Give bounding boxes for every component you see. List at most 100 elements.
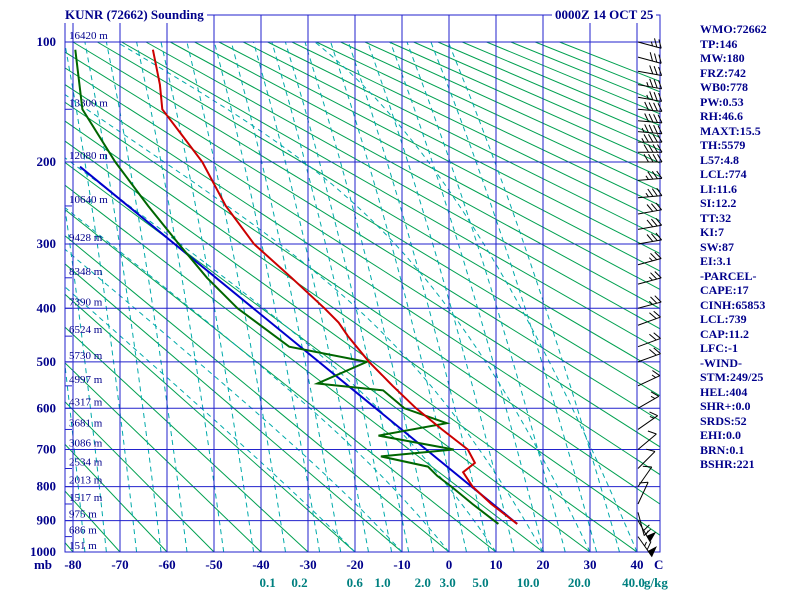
height-label: 151 m bbox=[69, 540, 97, 552]
wind-barb bbox=[637, 448, 656, 469]
wind-barb bbox=[637, 187, 663, 199]
height-label: 4317 m bbox=[69, 396, 103, 408]
pressure-tick-label: 900 bbox=[37, 513, 57, 528]
mixing-ratio-line bbox=[271, 41, 393, 552]
index-value: LI:11.6 bbox=[700, 181, 738, 196]
dewpoint-curve bbox=[74, 49, 500, 525]
dry-adiabat-line bbox=[65, 208, 497, 552]
dry-adiabat-line bbox=[65, 101, 660, 505]
index-value: EHI:0.0 bbox=[700, 428, 742, 442]
wind-barb bbox=[637, 232, 662, 245]
pressure-tick-label: 1000 bbox=[30, 544, 56, 559]
index-value: RH:46.6 bbox=[700, 109, 743, 123]
temp-tick-label: 40 bbox=[631, 557, 644, 572]
dry-adiabat-line bbox=[65, 140, 638, 552]
moist-adiabat-line bbox=[65, 93, 544, 552]
mixing-ratio-label: 20.0 bbox=[568, 575, 591, 590]
height-label: 3086 m bbox=[69, 437, 103, 449]
index-value: PW:0.53 bbox=[700, 94, 744, 109]
dry-adiabat-line bbox=[145, 41, 660, 330]
dry-adiabat-line bbox=[267, 41, 660, 238]
dry-adiabat-line bbox=[65, 161, 591, 552]
dry-adiabat-line bbox=[65, 120, 660, 536]
temp-tick-label: 10 bbox=[490, 557, 503, 572]
wind-barb bbox=[637, 347, 661, 363]
index-value: -WIND- bbox=[700, 355, 742, 370]
dry-adiabat-line bbox=[65, 263, 403, 552]
index-value: KI:7 bbox=[700, 225, 724, 239]
height-label: 2013 m bbox=[69, 475, 103, 487]
mixing-ratio-label: 3.0 bbox=[439, 575, 455, 590]
wind-barb bbox=[637, 391, 660, 409]
height-label: 2534 m bbox=[69, 456, 103, 468]
height-label: 16420 m bbox=[69, 30, 108, 42]
dry-adiabat-line bbox=[65, 184, 544, 552]
index-value: LFC:-1 bbox=[700, 341, 738, 355]
mixing-ratio-label: 1.0 bbox=[374, 575, 390, 590]
dry-adiabat-line bbox=[65, 84, 660, 476]
wind-barb bbox=[637, 91, 663, 102]
index-value: STM:249/25 bbox=[700, 370, 764, 384]
height-label: 5730 m bbox=[69, 350, 103, 362]
temp-tick-label: -70 bbox=[111, 557, 128, 572]
profile-layer bbox=[74, 49, 518, 525]
temp-tick-label: 0 bbox=[446, 557, 453, 572]
index-value: CAPE:17 bbox=[700, 283, 749, 297]
chart-datetime: 0000Z 14 OCT 25 bbox=[552, 7, 657, 23]
mixing-ratio-line bbox=[105, 41, 188, 552]
mixing-ratio-line bbox=[330, 41, 467, 552]
wind-barb bbox=[637, 124, 663, 135]
wind-barb bbox=[637, 430, 657, 450]
mixing-ratio-line bbox=[347, 41, 490, 552]
height-label: 686 m bbox=[69, 525, 97, 537]
dry-adiabat-line bbox=[389, 41, 660, 164]
mixing-ratio-line bbox=[84, 41, 162, 552]
index-value: LCL:774 bbox=[700, 167, 747, 181]
wind-barb bbox=[637, 411, 658, 430]
wind-barb bbox=[638, 134, 663, 143]
mixing-ratio-line bbox=[253, 41, 369, 552]
dry-adiabat-line bbox=[65, 443, 168, 552]
mixing-ratio-line bbox=[284, 41, 410, 552]
index-value: L57:4.8 bbox=[700, 152, 739, 167]
wind-barb-column bbox=[637, 38, 663, 558]
mixing-ratio-line bbox=[160, 41, 255, 552]
wind-barb bbox=[637, 295, 662, 309]
pressure-tick-label: 700 bbox=[37, 441, 57, 456]
index-value: HEL:404 bbox=[700, 384, 748, 399]
height-label: 9428 m bbox=[69, 232, 103, 244]
height-label: 1517 m bbox=[69, 492, 103, 504]
dry-adiabat-line bbox=[243, 41, 660, 255]
height-label: 7390 m bbox=[69, 296, 103, 308]
index-value: CAP:11.2 bbox=[700, 326, 749, 341]
height-label: 975 m bbox=[69, 509, 97, 521]
mixing-ratio-line bbox=[230, 41, 342, 552]
pressure-tick-label: 300 bbox=[37, 236, 57, 251]
wind-barb bbox=[637, 202, 662, 215]
wind-barb bbox=[637, 310, 661, 326]
wind-barb bbox=[637, 113, 663, 124]
mixing-ratio-label: 0.6 bbox=[347, 575, 364, 590]
indices-panel: WMO:72662 TP:146 MW:180 FRZ:742 WB0:778 PW:0.… bbox=[700, 22, 767, 472]
mixing-ratio-line bbox=[406, 41, 566, 552]
wind-barb bbox=[637, 536, 657, 558]
temp-tick-label: -10 bbox=[393, 557, 410, 572]
dry-adiabat-line bbox=[65, 362, 262, 552]
mixing-ratio-label: 0.1 bbox=[259, 575, 275, 590]
dry-adiabat-line bbox=[65, 67, 660, 448]
temp-tick-label: -60 bbox=[158, 557, 175, 572]
pressure-unit-label: mb bbox=[34, 557, 52, 572]
temp-tick-label: 30 bbox=[584, 557, 597, 572]
pressure-tick-label: 500 bbox=[37, 354, 57, 369]
wind-barb bbox=[637, 481, 649, 505]
index-value: LCL:739 bbox=[700, 312, 747, 326]
wind-barb bbox=[637, 251, 662, 266]
height-label: 13300 m bbox=[69, 97, 108, 109]
dry-adiabat-line bbox=[65, 401, 215, 552]
temp-unit-label: C bbox=[654, 557, 663, 572]
moist-adiabat-line bbox=[65, 248, 403, 552]
dry-adiabat-line bbox=[413, 41, 660, 151]
height-label: 10640 m bbox=[69, 194, 108, 206]
temp-tick-label: -20 bbox=[346, 557, 363, 572]
